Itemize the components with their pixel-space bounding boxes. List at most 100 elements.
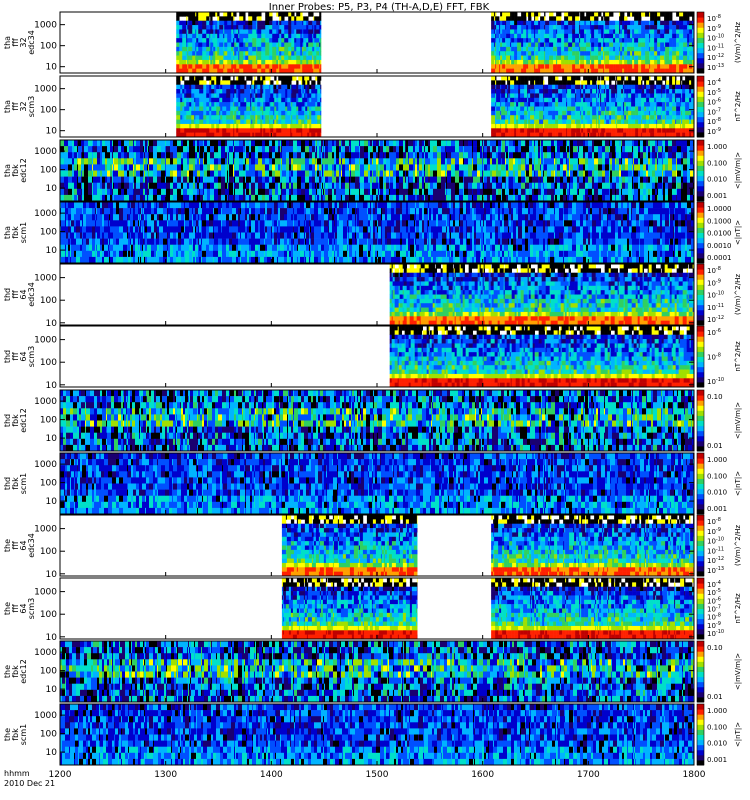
y-tick-label: 10	[46, 497, 58, 507]
heatmap-cells	[60, 140, 694, 201]
y-label-line: tha	[3, 164, 12, 177]
colorbar-tick-label: 10-8	[707, 353, 721, 362]
colorbar-segment	[697, 588, 704, 594]
coverage-segment-1	[60, 390, 694, 451]
colorbar-tick-label: 10-9	[707, 24, 721, 33]
colorbar-segment	[697, 425, 704, 432]
y-label-line: fff	[11, 290, 20, 299]
x-axis-label-time: hhmm	[4, 769, 30, 778]
colorbar-segment	[697, 646, 704, 652]
colorbar-segment	[697, 390, 704, 396]
y-tick-label: 100	[40, 547, 57, 557]
colorbar-tick-label: 0.010	[707, 489, 727, 497]
colorbar-segment	[697, 17, 704, 23]
y-label-line: edc12	[19, 408, 28, 433]
colorbar-segment	[697, 121, 704, 128]
colorbar-segment	[697, 440, 704, 447]
y-label-line: scm1	[19, 724, 28, 745]
heatmap-cells	[60, 390, 694, 451]
colorbar-segment	[697, 651, 704, 657]
y-label-line: fff	[11, 102, 20, 111]
coverage-segment-1	[60, 453, 694, 514]
y-label-line: the	[3, 728, 12, 741]
colorbar-segment	[697, 415, 704, 421]
colorbar-segment	[697, 232, 704, 239]
colorbar-segment	[697, 478, 704, 484]
colorbar-tick-label: 0.010	[707, 740, 727, 748]
colorbar-tick-label: 1.0000	[707, 205, 732, 213]
colorbar-segment	[697, 719, 704, 725]
colorbar: 0.10 0.01 <|mV/m|>	[696, 389, 742, 452]
colorbar-tick-label: 10-8	[707, 14, 721, 23]
colorbar-segment	[697, 126, 704, 133]
heatmap-cells	[281, 578, 694, 639]
y-label-line: 64	[19, 540, 28, 550]
colorbar-segment	[697, 304, 704, 311]
y-label-line: edc12	[19, 158, 28, 183]
y-tick-label: 10	[46, 127, 58, 137]
colorbar-tick-label: 0.0010	[707, 242, 732, 250]
heatmap-cells	[60, 453, 694, 514]
y-label-line: fff	[11, 352, 20, 361]
colorbar-segment	[697, 550, 704, 557]
colorbar-segment	[697, 242, 704, 249]
colorbar-tick-label: 0.100	[707, 159, 727, 167]
heatmap-cells	[60, 202, 694, 263]
colorbar-segment	[697, 252, 704, 259]
colorbar: 1.000 0.100 0.010 0.001 <|nT|>	[696, 703, 742, 766]
y-label-line: fff	[11, 541, 20, 550]
y-tick-label: 1000	[34, 21, 57, 31]
colorbar-tick-label: 10-12	[707, 556, 724, 565]
colorbar-segment	[697, 545, 704, 552]
colorbar-segment	[697, 759, 704, 766]
x-axis-label-date: 2010 Dec 21	[4, 779, 55, 788]
colorbar-segment	[697, 381, 704, 388]
colorbar-segment	[697, 247, 704, 254]
colorbar-segment	[697, 468, 704, 474]
colorbar-segment	[697, 101, 704, 107]
colorbar-unit: (V/m)^2/Hz	[734, 274, 742, 315]
x-tick-label: 1200	[49, 770, 72, 780]
colorbar-tick-label: 10-11	[707, 546, 724, 555]
y-tick-label: 1000	[34, 711, 57, 721]
y-tick-label: 1000	[34, 209, 57, 219]
colorbar-segment	[697, 463, 704, 469]
spectrogram-panel-8: 1000 100 10 thd fbk scm1 1.000 0.100 0.010 0.001 <…	[3, 452, 742, 515]
colorbar-tick-label: 1.000	[707, 456, 727, 464]
colorbar-segment	[697, 395, 704, 401]
coverage-segment-2	[491, 515, 694, 576]
y-label-line: scm3	[27, 598, 36, 619]
colorbar-segment	[697, 22, 704, 28]
coverage-segment-1	[60, 704, 694, 765]
y-tick-label: 1000	[34, 274, 57, 284]
colorbar-segment	[697, 661, 704, 667]
colorbar-tick-label: 10-7	[707, 605, 721, 614]
spectrogram-panel-7: 1000 100 10 thd fbk edc12 0.10 0.01 <|mV/m|>	[3, 389, 742, 452]
colorbar-segment	[697, 671, 704, 678]
colorbar-segment	[697, 52, 704, 59]
y-label-line: 64	[19, 603, 28, 613]
colorbar-unit: <|mV/m|>	[734, 653, 742, 690]
y-label-line: edc12	[19, 659, 28, 684]
y-axis-label: tha fff 32 scm3	[3, 96, 36, 117]
colorbar-segment	[697, 633, 704, 640]
colorbar: 10-6 10-8 10-10 nT^2/Hz	[696, 325, 742, 388]
spectrogram-panel-11: 1000 100 10 the fbk edc12 0.10 0.01 <|mV/m|>	[3, 640, 742, 703]
colorbar-segment	[697, 530, 704, 536]
colorbar-tick-label: 0.10	[707, 393, 723, 401]
colorbar-segment	[697, 578, 704, 584]
y-axis-label: the fff 64 edc34	[3, 533, 36, 558]
y-tick-label: 100	[40, 730, 57, 740]
y-label-line: thd	[3, 350, 12, 363]
colorbar-segment	[697, 185, 704, 192]
y-axis-label: thd fbk edc12	[3, 408, 28, 433]
colorbar-segment	[697, 749, 704, 756]
heatmap-cells	[176, 76, 694, 137]
colorbar-frame	[696, 452, 705, 515]
colorbar-segment	[697, 279, 704, 285]
y-axis-label: the fff 64 scm3	[3, 598, 36, 619]
colorbar-frame	[696, 514, 705, 577]
colorbar-tick-label: 0.0001	[707, 254, 732, 262]
colorbar-segment	[697, 686, 704, 693]
